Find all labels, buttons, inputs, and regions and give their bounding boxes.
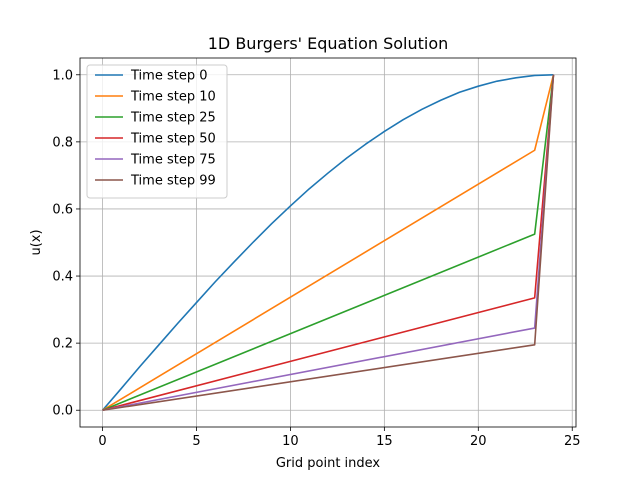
legend-label-time-step-50: Time step 50 bbox=[130, 132, 216, 147]
y-tick-label: 0.4 bbox=[52, 270, 73, 285]
legend-box bbox=[86, 64, 228, 199]
x-tick-label: 25 bbox=[564, 434, 581, 449]
x-tick-label: 5 bbox=[192, 434, 200, 449]
chart-title: 1D Burgers' Equation Solution bbox=[208, 34, 449, 53]
legend-label-time-step-99: Time step 99 bbox=[130, 174, 216, 189]
y-tick-label: 0.2 bbox=[52, 337, 73, 352]
y-tick-label: 0.0 bbox=[52, 404, 73, 419]
y-tick-label: 0.6 bbox=[52, 202, 73, 217]
y-axis-label: u(x) bbox=[29, 229, 44, 255]
legend-label-time-step-0: Time step 0 bbox=[130, 69, 207, 84]
legend-label-time-step-10: Time step 10 bbox=[130, 90, 216, 105]
series-lines bbox=[101, 73, 555, 412]
x-tick-label: 0 bbox=[98, 434, 106, 449]
x-tick-label: 20 bbox=[470, 434, 487, 449]
legend: Time step 0 Time step 10 Time step 25 Time … bbox=[86, 64, 228, 199]
x-tick-label: 10 bbox=[282, 434, 299, 449]
y-tick-label: 0.8 bbox=[52, 135, 73, 150]
plot-area-frame bbox=[79, 57, 577, 428]
x-axis-label: Grid point index bbox=[276, 456, 381, 471]
legend-label-time-step-75: Time step 75 bbox=[130, 153, 216, 168]
series-line-time-step-0 bbox=[101, 73, 554, 411]
legend-label-time-step-25: Time step 25 bbox=[130, 111, 216, 126]
x-tick-label: 15 bbox=[376, 434, 393, 449]
series-line-time-step-10 bbox=[102, 74, 555, 411]
series-line-time-step-25 bbox=[102, 74, 555, 411]
axis-ticks: 0 5 10 15 20 25 0.0 0.2 0.4 0.6 0.8 1.0 bbox=[52, 68, 580, 449]
y-tick-label: 1.0 bbox=[52, 68, 73, 83]
series-line-time-step-99 bbox=[102, 74, 555, 412]
